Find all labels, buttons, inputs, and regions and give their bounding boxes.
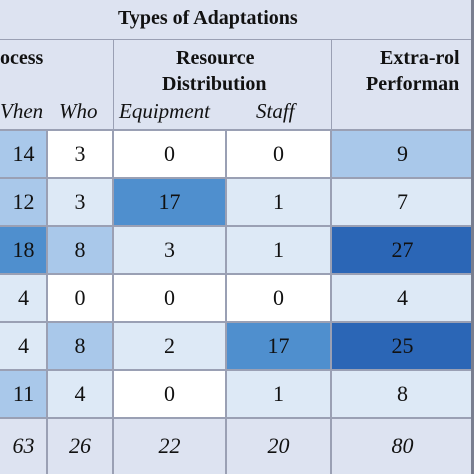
row-divider-6 bbox=[0, 417, 474, 419]
total-when: 63 bbox=[0, 418, 47, 474]
cell-r6-equipment: 0 bbox=[113, 370, 226, 418]
total-staff: 20 bbox=[226, 418, 331, 474]
group-header-extra-line1: Extra-rol bbox=[380, 47, 460, 69]
header-band bbox=[0, 0, 474, 130]
group-header-resource-line2: Distribution bbox=[162, 73, 267, 95]
header-divider-2 bbox=[331, 40, 332, 130]
cell-r2-when: 12 bbox=[0, 178, 47, 226]
cell-r4-who: 0 bbox=[47, 274, 113, 322]
group-header-process: ocess bbox=[0, 47, 44, 69]
row-divider-2 bbox=[0, 225, 474, 227]
cell-r4-staff: 0 bbox=[226, 274, 331, 322]
row-divider-5 bbox=[0, 369, 474, 371]
cell-r1-who: 3 bbox=[47, 130, 113, 178]
row-divider-0 bbox=[0, 129, 474, 131]
cell-r1-extra: 9 bbox=[331, 130, 474, 178]
cell-r6-when: 11 bbox=[0, 370, 47, 418]
cell-r5-staff: 17 bbox=[226, 322, 331, 370]
cell-r6-extra: 8 bbox=[331, 370, 474, 418]
cell-r1-staff: 0 bbox=[226, 130, 331, 178]
cell-r4-equipment: 0 bbox=[113, 274, 226, 322]
subheader-when: Vhen bbox=[0, 99, 44, 123]
cell-r4-when: 4 bbox=[0, 274, 47, 322]
cell-r2-staff: 1 bbox=[226, 178, 331, 226]
title-underline bbox=[0, 39, 474, 40]
cell-r3-when: 18 bbox=[0, 226, 47, 274]
cell-r2-extra: 7 bbox=[331, 178, 474, 226]
cell-r3-equipment: 3 bbox=[113, 226, 226, 274]
total-equipment: 22 bbox=[113, 418, 226, 474]
group-header-extra-line2: Performan bbox=[366, 73, 460, 95]
header-divider-1 bbox=[113, 40, 114, 130]
cell-r5-who: 8 bbox=[47, 322, 113, 370]
cell-r5-equipment: 2 bbox=[113, 322, 226, 370]
group-header-resource-line1: Resource bbox=[176, 47, 255, 69]
subheader-who: Who bbox=[59, 99, 98, 123]
cell-r3-who: 8 bbox=[47, 226, 113, 274]
cell-r5-extra: 25 bbox=[331, 322, 474, 370]
cell-r3-staff: 1 bbox=[226, 226, 331, 274]
total-who: 26 bbox=[47, 418, 113, 474]
cell-r3-extra: 27 bbox=[331, 226, 474, 274]
cell-r2-equipment: 17 bbox=[113, 178, 226, 226]
right-border bbox=[471, 0, 474, 474]
cell-r1-when: 14 bbox=[0, 130, 47, 178]
col-divider-1 bbox=[46, 130, 48, 474]
table-title: Types of Adaptations bbox=[118, 7, 298, 29]
cell-r4-extra: 4 bbox=[331, 274, 474, 322]
cell-r1-equipment: 0 bbox=[113, 130, 226, 178]
cell-r2-who: 3 bbox=[47, 178, 113, 226]
cell-r6-staff: 1 bbox=[226, 370, 331, 418]
subheader-staff: Staff bbox=[256, 99, 295, 123]
row-divider-1 bbox=[0, 177, 474, 179]
col-divider-4 bbox=[330, 130, 332, 474]
col-divider-2 bbox=[112, 130, 114, 474]
col-divider-3 bbox=[225, 130, 227, 474]
total-extra: 80 bbox=[331, 418, 474, 474]
row-divider-4 bbox=[0, 321, 474, 323]
row-divider-3 bbox=[0, 273, 474, 275]
cell-r5-when: 4 bbox=[0, 322, 47, 370]
subheader-equipment: Equipment bbox=[119, 99, 210, 123]
cell-r6-who: 4 bbox=[47, 370, 113, 418]
